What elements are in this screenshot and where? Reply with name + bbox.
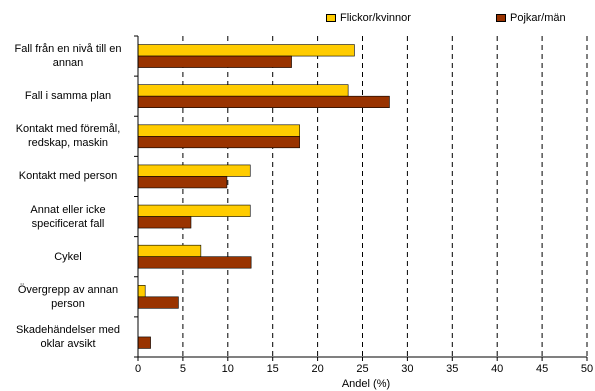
x-axis-title: Andel (%) — [341, 378, 391, 390]
bar-pojkar-2 — [137, 136, 300, 149]
category-label-0: Fall från en nivå till en annan — [2, 42, 134, 70]
category-label-line: Fall i samma plan — [24, 90, 112, 103]
x-tick-label-35: 35 — [446, 363, 459, 375]
bar-flickor-0 — [137, 44, 355, 57]
category-label-3: Kontakt med person — [2, 169, 134, 183]
category-label-1: Fall i samma plan — [2, 89, 134, 103]
bar-flickor-3 — [137, 164, 251, 177]
category-label-7: Skadehändelser med oklar avsikt — [2, 323, 134, 351]
category-label-line: redskap, maskin — [27, 137, 109, 150]
x-tick-label-20: 20 — [311, 363, 324, 375]
x-tick-label-40: 40 — [491, 363, 504, 375]
x-tick-label-50: 50 — [580, 363, 594, 375]
category-label-line: Kontakt med föremål, — [15, 123, 121, 136]
category-label-5: Cykel — [2, 250, 134, 264]
category-label-line: person — [51, 297, 85, 310]
bar-pojkar-3 — [137, 176, 228, 189]
bar-pojkar-4 — [137, 216, 192, 229]
bar-pojkar-6 — [137, 296, 179, 309]
x-tick-label-0: 0 — [134, 363, 142, 375]
legend-item-pojkar: Pojkar/män — [496, 12, 566, 24]
category-label-4: Annat eller icke specificerat fall — [2, 203, 134, 231]
x-tick-label-25: 25 — [356, 363, 369, 375]
bar-flickor-2 — [137, 124, 300, 137]
category-label-line: annan — [52, 57, 84, 70]
grid-lines — [182, 36, 588, 357]
category-label-2: Kontakt med föremål, redskap, maskin — [2, 122, 134, 150]
category-label-line: Fall från en nivå till en — [14, 43, 122, 56]
x-tick-label-10: 10 — [221, 363, 234, 375]
legend-label-flickor: Flickor/kvinnor — [340, 12, 411, 24]
category-label-line: Annat eller icke — [30, 203, 106, 216]
category-label-line: Skadehändelser med — [16, 323, 120, 336]
x-tick-label-5: 5 — [179, 363, 186, 375]
category-label-line: Kontakt med person — [18, 170, 118, 183]
bar-pojkar-7 — [137, 336, 151, 349]
bar-pojkar-0 — [137, 55, 292, 68]
bar-flickor-4 — [137, 204, 251, 217]
category-label-line: oklar avsikt — [40, 337, 96, 350]
legend-swatch-flickor — [326, 14, 336, 22]
x-tick-label-45: 45 — [535, 363, 549, 375]
x-tick-label-30: 30 — [401, 363, 414, 375]
bars-group — [137, 44, 390, 349]
bar-flickor-6 — [137, 285, 146, 298]
legend-label-pojkar: Pojkar/män — [510, 12, 566, 24]
x-tick-label-15: 15 — [266, 363, 279, 375]
legend-item-flickor: Flickor/kvinnor — [326, 12, 411, 24]
axes-group — [134, 35, 588, 361]
category-label-line: specificerat fall — [31, 217, 105, 230]
category-label-line: Övergrepp av annan — [17, 283, 119, 296]
bar-pojkar-5 — [137, 256, 252, 269]
bar-pojkar-1 — [137, 95, 390, 108]
bar-flickor-5 — [137, 244, 202, 257]
legend-swatch-pojkar — [496, 14, 506, 22]
bar-flickor-1 — [137, 84, 349, 97]
category-label-line: Cykel — [54, 250, 82, 263]
category-label-6: Övergrepp av annan person — [2, 283, 134, 311]
